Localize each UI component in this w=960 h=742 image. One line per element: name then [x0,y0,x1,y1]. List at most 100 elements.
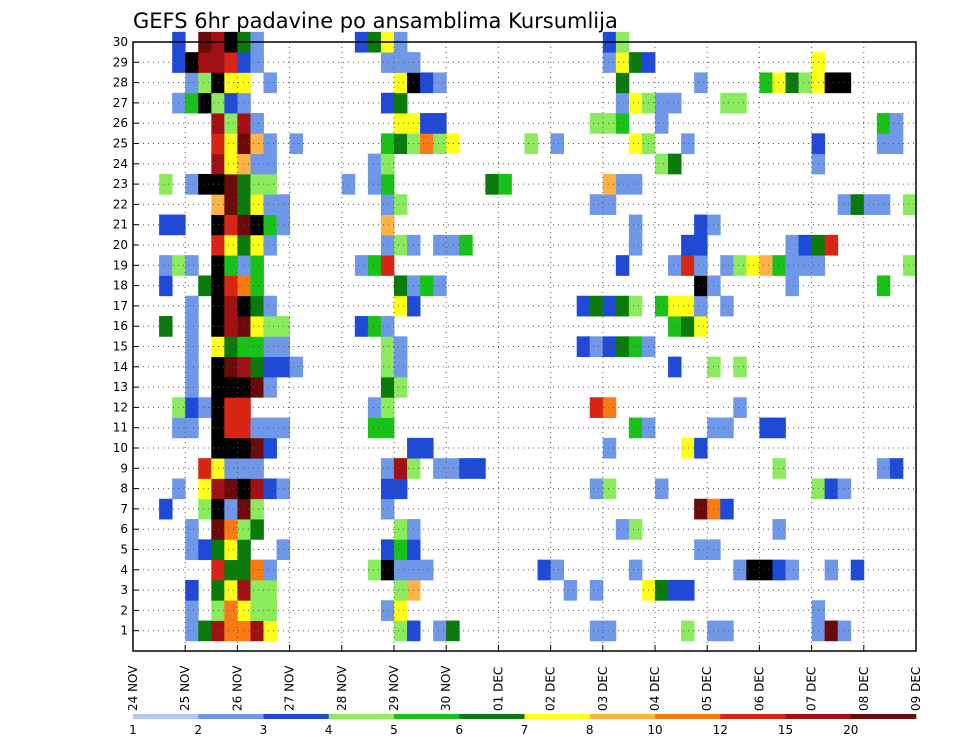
heatmap-cell [237,234,251,256]
heatmap-cell [380,92,395,114]
heatmap-cell [824,478,839,500]
heatmap-cell [772,519,786,540]
heatmap-cell [237,72,251,94]
heatmap-cell [289,133,304,155]
heatmap-cell [250,519,264,540]
heatmap-cell [159,498,173,520]
y-tick-label: 15 [113,340,128,354]
heatmap-cell [628,173,643,195]
heatmap-cell [602,336,617,358]
heatmap-cell [224,458,238,479]
heatmap-cell [380,356,395,378]
heatmap-cell [250,437,264,459]
heatmap-cell [198,539,212,561]
heatmap-cell [394,559,408,581]
heatmap-cell [250,113,264,134]
heatmap-cell [720,92,734,114]
heatmap-cell [250,417,264,439]
heatmap-cell [237,559,251,581]
heatmap-cell [185,316,199,337]
heatmap-cell [615,336,630,358]
heatmap-cell [237,498,251,520]
heatmap-cell [394,478,408,500]
heatmap-cell [733,92,747,114]
heatmap-cell [694,539,708,561]
heatmap-cell [263,478,277,500]
y-tick-label: 30 [113,35,128,49]
heatmap-cell [159,316,173,337]
heatmap-cell [380,539,395,561]
colorbar-segment [263,714,330,719]
heatmap-cell [785,275,799,297]
heatmap-cell [759,255,773,276]
heatmap-cell [628,92,643,114]
heatmap-cell [837,72,852,94]
heatmap-cell [250,275,264,297]
heatmap-cell [289,356,304,378]
heatmap-cell [380,417,395,439]
heatmap-cell [237,519,251,540]
y-tick-label: 11 [113,421,128,435]
heatmap-cell [224,113,238,134]
heatmap-cell [759,417,773,439]
heatmap-cell [615,519,630,540]
heatmap-cell [420,275,434,297]
heatmap-cell [628,336,643,358]
heatmap-cell [602,173,617,195]
y-tick-label: 25 [113,137,128,151]
heatmap-cell [394,458,408,479]
heatmap-cell [681,295,695,317]
heatmap-cell [655,295,669,317]
heatmap-cell [224,579,238,601]
heatmap-cell [694,316,708,337]
heatmap-cell [380,173,395,195]
heatmap-cell [694,255,708,276]
colorbar-label: 20 [843,723,858,737]
x-tick-label: 02 DEC [544,667,558,711]
heatmap-cell [772,559,786,581]
heatmap-cell [224,173,238,195]
heatmap-cell [237,397,251,418]
heatmap-cell [433,133,447,155]
heatmap-cell [263,194,277,215]
y-tick-label: 18 [113,279,128,293]
heatmap-cell [224,478,238,500]
heatmap-cell [380,600,395,621]
y-tick-label: 12 [113,400,128,414]
heatmap-cell [198,52,212,73]
heatmap-cell [589,336,604,358]
heatmap-cell [394,519,408,540]
heatmap-cell [394,336,408,358]
heatmap-cell [759,72,773,94]
heatmap-cell [394,376,408,398]
heatmap-cell [380,336,395,358]
heatmap-cell [433,113,447,134]
heatmap-cell [263,417,277,439]
heatmap-cell [602,52,617,73]
heatmap-cell [602,437,617,459]
y-tick-label: 9 [120,461,128,475]
heatmap-cell [237,52,251,73]
heatmap-cell [668,579,682,601]
colorbar-segment [524,714,591,719]
heatmap-cell [537,559,551,581]
heatmap-cell [615,52,630,73]
heatmap-cell [589,113,604,134]
heatmap-cell [694,234,708,256]
heatmap-cell [889,458,904,479]
heatmap-cell [380,52,395,73]
heatmap-cell [694,72,708,94]
heatmap-cell [250,52,264,73]
heatmap-cell [237,214,251,236]
x-tick-label: 30 NOV [439,665,453,711]
colorbar-label: 3 [260,723,268,737]
heatmap-cell [524,133,538,155]
heatmap-cell [380,255,395,276]
heatmap-cell [198,478,212,500]
heatmap-cell [237,579,251,601]
heatmap-cell [237,458,251,479]
colorbar-segment [328,714,395,719]
heatmap-cell [224,133,238,155]
y-tick-label: 16 [113,319,128,333]
heatmap-cell [224,194,238,215]
